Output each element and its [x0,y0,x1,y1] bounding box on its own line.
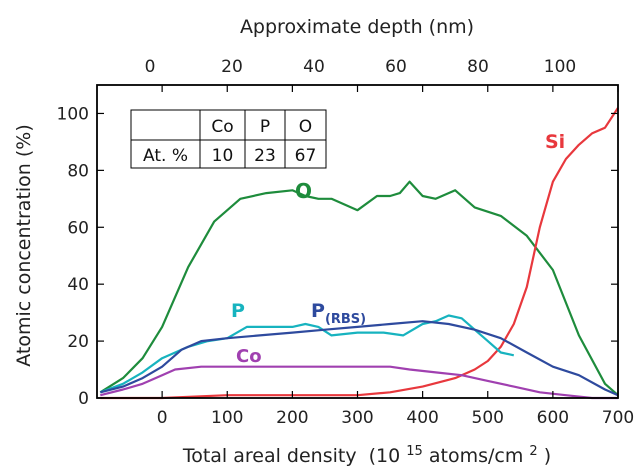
x-tick-label-0: 0 [157,408,168,428]
top-tick-label-1: 20 [221,57,243,77]
x-tick-label-1: 100 [211,408,243,428]
top-tick-label-3: 60 [385,57,407,77]
x-axis-title-unit-exp1: 15 [406,444,423,459]
series-label-3: P(RBS) [311,300,366,327]
series-label-2: P [231,300,245,322]
inset-table: Co P O At. % 10 23 67 [130,109,327,169]
top-axis-title: Approximate depth (nm) [240,16,474,38]
x-tick-label-3: 300 [341,408,373,428]
series-label-sub-3: (RBS) [325,312,366,327]
series-label-main-3: P [311,300,325,322]
series-line-4 [100,365,618,400]
x-tick-label-2: 200 [276,408,308,428]
y-tick-label-5: 100 [57,104,89,124]
table-border [130,109,327,169]
table-cell-0-2: 23 [254,146,276,166]
x-axis-title-unit-mid: atoms/cm [429,445,523,467]
series-label-main-1: Si [545,131,565,153]
top-tick-label-2: 40 [303,57,325,77]
x-axis-title-unit-open: (10 [369,445,401,467]
x-tick-label-6: 600 [537,408,569,428]
series-label-0: O [295,179,312,203]
x-axis-title-main: Total areal density [182,445,357,467]
table-header-2: P [260,117,270,137]
y-tick-label-1: 20 [67,332,89,352]
series-label-1: Si [545,131,565,153]
series-line-1 [100,107,619,400]
x-axis-title-unit-close: ) [544,445,551,467]
table-cell-0-0: At. % [143,146,188,166]
table-cell-0-3: 67 [295,146,317,166]
x-tick-label-4: 400 [406,408,438,428]
series-label-4: Co [236,346,262,367]
x-tick-label-7: 700 [602,408,634,428]
y-axis-title: Atomic concentration (%) [13,124,35,367]
series-lines [99,107,619,400]
axis-ticks: 0 100 200 300 400 500 600 700 0 20 40 60 80 100 0 20 40 6… [57,57,635,428]
x-axis-title: Total areal density (10 15 atoms/cm 2 ) [182,438,551,467]
x-axis-title-unit-exp2: 2 [529,444,537,459]
y-tick-label-0: 0 [78,389,89,409]
series-label-main-0: O [295,179,312,203]
x-tick-label-5: 500 [472,408,504,428]
table-header-1: Co [211,117,233,137]
y-tick-label-2: 40 [67,275,89,295]
top-tick-label-0: 0 [145,57,156,77]
series-line-3 [100,320,619,397]
y-tick-label-3: 60 [67,218,89,238]
table-header-3: O [299,117,312,137]
series-label-main-2: P [231,300,245,322]
top-tick-label-4: 80 [467,57,489,77]
series-line-0 [99,180,619,397]
y-tick-label-4: 80 [67,161,89,181]
top-tick-label-5: 100 [544,57,576,77]
series-label-main-4: Co [236,346,262,367]
table-cell-0-1: 10 [212,146,234,166]
